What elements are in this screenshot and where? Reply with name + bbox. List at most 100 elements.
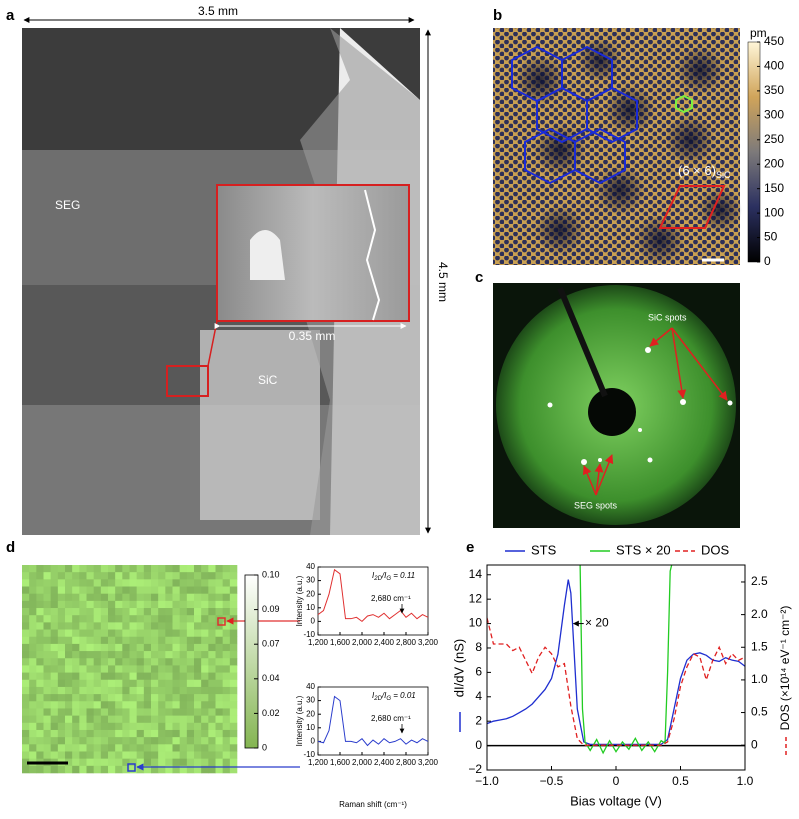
map-pixel bbox=[65, 608, 73, 616]
map-pixel bbox=[50, 686, 59, 695]
map-pixel bbox=[50, 729, 59, 738]
map-pixel bbox=[93, 622, 102, 630]
map-pixel bbox=[79, 694, 87, 702]
map-pixel bbox=[79, 572, 87, 580]
map-pixel bbox=[36, 586, 44, 594]
map-pixel bbox=[222, 708, 231, 716]
map-pixel bbox=[115, 615, 123, 623]
map-pixel bbox=[36, 565, 44, 573]
map-pixel bbox=[22, 694, 30, 702]
map-pixel bbox=[208, 643, 216, 652]
map-pixel bbox=[57, 765, 66, 774]
map-pixel bbox=[136, 729, 145, 738]
map-pixel bbox=[108, 679, 116, 688]
map-pixel bbox=[65, 701, 73, 709]
map-pixel bbox=[129, 579, 137, 587]
map-pixel bbox=[165, 651, 173, 659]
colorbar-tick-label: 400 bbox=[764, 59, 784, 73]
map-pixel bbox=[122, 565, 130, 573]
map-pixel bbox=[43, 622, 51, 630]
map-pixel bbox=[29, 579, 37, 587]
map-pixel bbox=[29, 665, 37, 673]
map-pixel bbox=[129, 593, 137, 602]
map-pixel bbox=[215, 636, 223, 645]
map-pixel bbox=[65, 751, 73, 759]
map-pixel bbox=[115, 672, 123, 681]
map-pixel bbox=[143, 715, 152, 724]
map-pixel bbox=[93, 636, 102, 645]
map-pixel bbox=[186, 622, 195, 630]
map-pixel bbox=[122, 758, 130, 767]
map-pixel bbox=[93, 708, 102, 716]
map-pixel bbox=[201, 694, 209, 702]
colorbar-tick-label: 150 bbox=[764, 181, 784, 195]
map-pixel bbox=[215, 686, 223, 695]
map-pixel bbox=[165, 686, 173, 695]
map-pixel bbox=[172, 586, 180, 594]
map-pixel bbox=[50, 744, 59, 752]
map-pixel bbox=[208, 636, 216, 645]
colorbar-tick-label: 300 bbox=[764, 108, 784, 122]
map-pixel bbox=[72, 729, 80, 738]
series-line bbox=[487, 617, 745, 746]
map-pixel bbox=[151, 686, 159, 695]
map-pixel bbox=[100, 665, 109, 673]
map-pixel bbox=[208, 744, 216, 752]
map-pixel bbox=[172, 636, 180, 645]
map-pixel bbox=[93, 715, 102, 724]
map-pixel bbox=[79, 608, 87, 616]
map-pixel bbox=[50, 701, 59, 709]
map-pixel bbox=[158, 643, 166, 652]
map-pixel bbox=[143, 665, 152, 673]
x-tick-label: 3,200 bbox=[418, 758, 439, 767]
map-pixel bbox=[100, 572, 109, 580]
map-pixel bbox=[86, 600, 94, 609]
y-tick-label: 0 bbox=[311, 617, 316, 626]
map-pixel bbox=[179, 593, 188, 602]
x-tick-label: 1.0 bbox=[737, 774, 754, 788]
map-pixel bbox=[115, 744, 123, 752]
map-pixel bbox=[22, 572, 30, 580]
map-pixel bbox=[136, 615, 145, 623]
map-pixel bbox=[165, 593, 173, 602]
map-pixel bbox=[136, 593, 145, 602]
map-pixel bbox=[201, 665, 209, 673]
map-pixel bbox=[36, 694, 44, 702]
map-pixel bbox=[65, 593, 73, 602]
map-pixel bbox=[222, 651, 231, 659]
map-pixel bbox=[72, 579, 80, 587]
map-pixel bbox=[50, 636, 59, 645]
map-pixel bbox=[108, 737, 116, 745]
map-pixel bbox=[201, 751, 209, 759]
map-pixel bbox=[215, 565, 223, 573]
spectrum-line bbox=[317, 568, 429, 623]
map-pixel bbox=[215, 572, 223, 580]
map-pixel bbox=[158, 722, 166, 731]
map-pixel bbox=[115, 765, 123, 774]
map-pixel bbox=[72, 665, 80, 673]
map-pixel bbox=[22, 615, 30, 623]
map-pixel bbox=[43, 629, 51, 638]
map-pixel bbox=[50, 565, 59, 573]
map-markers bbox=[27, 617, 300, 772]
map-pixel bbox=[57, 636, 66, 645]
map-pixel bbox=[29, 708, 37, 716]
map-pixel bbox=[86, 765, 94, 774]
map-pixel bbox=[43, 651, 51, 659]
map-pixel bbox=[229, 701, 238, 709]
map-pixel bbox=[165, 572, 173, 580]
map-pixel bbox=[100, 565, 109, 573]
map-pixel bbox=[86, 658, 94, 666]
map-pixel bbox=[100, 679, 109, 688]
map-pixel bbox=[65, 629, 73, 638]
map-pixel bbox=[151, 765, 159, 774]
map-pixel bbox=[229, 686, 238, 695]
map-pixel bbox=[129, 751, 137, 759]
map-pixel bbox=[208, 679, 216, 688]
map-pixel bbox=[136, 672, 145, 681]
map-pixel bbox=[122, 579, 130, 587]
map-pixel bbox=[129, 651, 137, 659]
colorbar-tick-label: 0 bbox=[262, 742, 267, 752]
map-pixel bbox=[43, 701, 51, 709]
map-pixel bbox=[151, 758, 159, 767]
